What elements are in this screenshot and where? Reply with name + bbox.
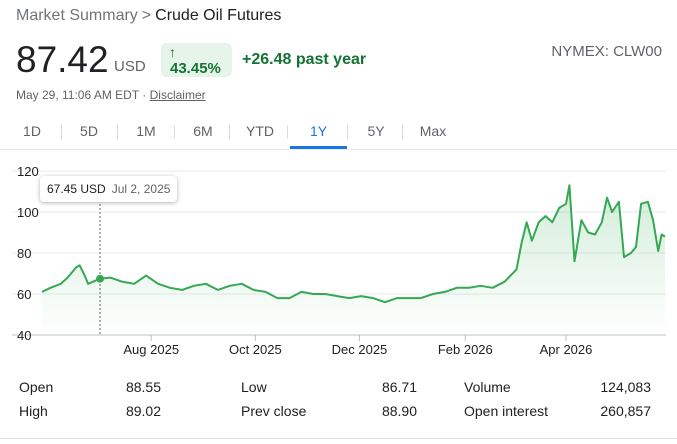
bottom-divider	[0, 438, 677, 439]
disclaimer-link[interactable]: Disclaimer	[149, 88, 206, 102]
stat-label-prev-close: Prev close	[241, 403, 307, 419]
stat-label-volume: Volume	[464, 379, 511, 395]
chart-tooltip: 67.45 USD Jul 2, 2025	[40, 176, 178, 202]
tooltip-date: Jul 2, 2025	[111, 182, 171, 196]
y-tick-label: 120	[17, 164, 39, 179]
breadcrumb-parent-link[interactable]: Market Summary	[16, 7, 138, 24]
stat-value-volume: 124,083	[600, 379, 651, 395]
y-tick-label: 100	[17, 205, 39, 220]
tab-separator	[287, 125, 288, 139]
tooltip-value: 67.45 USD	[47, 182, 106, 196]
stat-label-open: Open	[19, 379, 54, 395]
price-chart[interactable]: 40 60 80 100 120 Aug 2025 Oct 2025 Dec 2025 Feb …	[0, 155, 677, 365]
stat-value-high: 89.02	[125, 403, 161, 419]
breadcrumb: Market Summary > Crude Oil Futures	[16, 7, 281, 25]
tab-max[interactable]: Max	[419, 123, 447, 139]
range-tabs: 1D 5D 1M 6M YTD 1Y 5Y Max	[0, 117, 677, 149]
series-line	[41, 184, 666, 304]
timestamp-text: May 29, 11:06 AM EDT ·	[16, 88, 150, 102]
tab-1m[interactable]: 1M	[136, 123, 156, 139]
change-percent: 43.45%	[170, 60, 221, 77]
x-tick-label: Feb 2026	[438, 342, 493, 357]
change-absolute: +26.48 past year	[242, 51, 367, 68]
tab-1y[interactable]: 1Y	[290, 117, 347, 149]
stat-value-low: 86.71	[381, 379, 417, 395]
stat-value-open-interest: 260,857	[600, 403, 651, 419]
stat-label-high: High	[19, 403, 48, 419]
y-tick-label: 60	[17, 287, 31, 302]
y-tick-label: 40	[17, 328, 31, 343]
tab-ytd[interactable]: YTD	[246, 123, 274, 139]
x-tick-label: Oct 2025	[229, 342, 282, 357]
tab-5y[interactable]: 5Y	[367, 123, 385, 139]
currency-label: USD	[114, 58, 146, 75]
stat-label-open-interest: Open interest	[464, 403, 549, 419]
current-price: 87.42	[16, 39, 109, 80]
exchange-symbol: NYMEX: CLW00	[551, 43, 662, 60]
x-tick-label: Aug 2025	[123, 342, 179, 357]
x-tick-label: Apr 2026	[540, 342, 593, 357]
stat-label-low: Low	[241, 379, 267, 395]
hover-point	[96, 274, 105, 283]
arrow-up-icon: ↑	[169, 44, 176, 60]
breadcrumb-current: Crude Oil Futures	[155, 7, 282, 24]
tab-6m[interactable]: 6M	[193, 123, 213, 139]
stat-value-prev-close: 88.90	[381, 403, 417, 419]
timestamp: May 29, 11:06 AM EDT · Disclaimer	[16, 88, 206, 102]
tabs-divider	[0, 149, 677, 150]
tab-separator	[174, 125, 175, 139]
tab-separator	[61, 125, 62, 139]
breadcrumb-separator: >	[141, 7, 152, 24]
tab-separator	[117, 125, 118, 139]
x-tick-label: Dec 2025	[332, 342, 388, 357]
tab-5d[interactable]: 5D	[80, 123, 98, 139]
tab-separator	[402, 125, 403, 139]
tab-separator	[347, 125, 348, 139]
y-tick-label: 80	[17, 246, 31, 261]
tab-1d[interactable]: 1D	[23, 123, 41, 139]
tab-separator	[229, 125, 230, 139]
change-percent-badge: ↑ 43.45%	[161, 43, 232, 77]
stat-value-open: 88.55	[125, 379, 161, 395]
series-area	[42, 185, 665, 335]
